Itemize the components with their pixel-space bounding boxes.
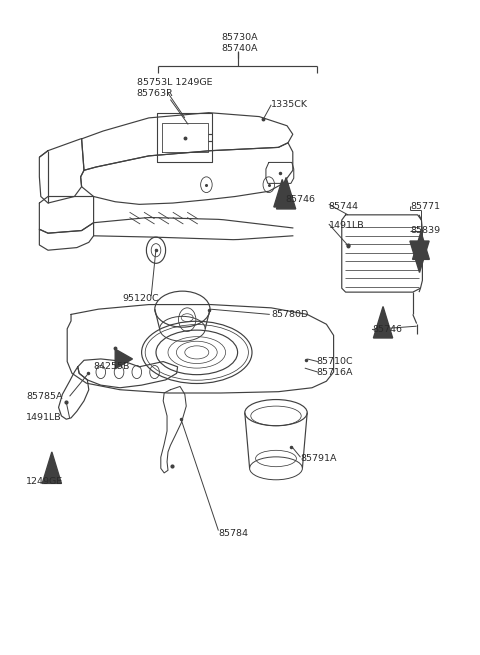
Text: 85746: 85746 bbox=[372, 325, 402, 334]
Text: 85771: 85771 bbox=[410, 202, 441, 211]
Polygon shape bbox=[276, 178, 296, 209]
Text: 85785A: 85785A bbox=[26, 392, 63, 401]
Text: 95120C: 95120C bbox=[122, 293, 159, 303]
Text: 85744: 85744 bbox=[329, 202, 359, 211]
Polygon shape bbox=[375, 309, 392, 337]
Text: 1249GE: 1249GE bbox=[26, 477, 63, 486]
Polygon shape bbox=[410, 241, 429, 272]
Text: 85730A
85740A: 85730A 85740A bbox=[222, 33, 258, 52]
Text: 85791A: 85791A bbox=[300, 454, 336, 463]
Text: 85784: 85784 bbox=[218, 529, 249, 538]
Text: 1491LB: 1491LB bbox=[26, 413, 62, 422]
Text: 85780D: 85780D bbox=[271, 310, 309, 319]
Text: 85746: 85746 bbox=[286, 195, 316, 204]
Polygon shape bbox=[413, 232, 429, 259]
Polygon shape bbox=[274, 179, 290, 207]
Text: 1491LB: 1491LB bbox=[329, 221, 364, 231]
Text: 85839: 85839 bbox=[410, 226, 441, 235]
Text: 85753L 1249GE
85763R: 85753L 1249GE 85763R bbox=[137, 79, 212, 98]
Polygon shape bbox=[115, 349, 132, 369]
Text: 84255B: 84255B bbox=[94, 362, 130, 371]
Polygon shape bbox=[373, 307, 393, 338]
Polygon shape bbox=[42, 452, 61, 483]
Text: 1335CK: 1335CK bbox=[271, 100, 308, 109]
Text: 85710C
85716A: 85710C 85716A bbox=[317, 357, 353, 377]
